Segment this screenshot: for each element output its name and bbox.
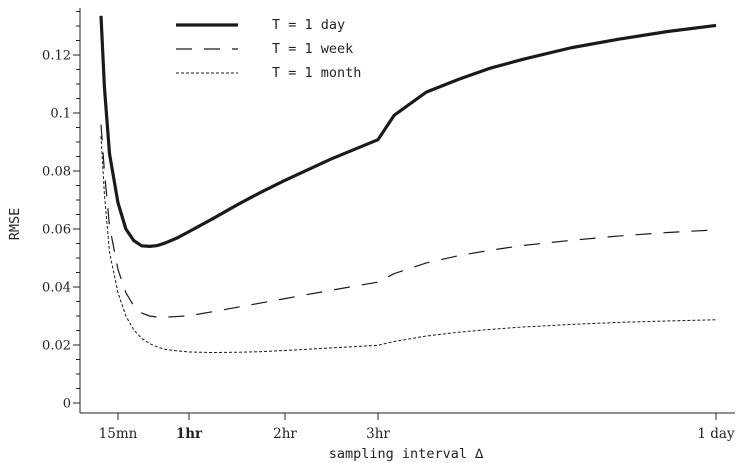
series-layer [99, 15, 717, 354]
y-tick-label: 0.02 [42, 339, 71, 354]
y-tick-label: 0.1 [50, 107, 71, 122]
x-tick-label: 3hr [366, 426, 390, 442]
x-axis-label: sampling interval ∆ [329, 446, 484, 462]
series-line-3 [100, 136, 717, 354]
series-line-1 [99, 15, 717, 248]
x-tick-label: 1 day [697, 426, 735, 442]
legend-label-1: T = 1 day [272, 17, 345, 33]
x-tick-label: 1hr [176, 426, 203, 442]
legend-item-3: T = 1 month [176, 65, 361, 81]
y-axis: 0 0.02 0.04 0.06 0.08 0.1 0.12 [42, 8, 81, 413]
y-axis-label: RMSE [7, 208, 23, 241]
x-tick-label: 15mn [99, 426, 138, 442]
y-ticks: 0 0.02 0.04 0.06 0.08 0.1 0.12 [42, 49, 80, 412]
legend-label-2: T = 1 week [272, 41, 353, 57]
y-tick-label: 0.06 [42, 223, 71, 238]
legend: T = 1 day T = 1 week T = 1 month [176, 17, 361, 81]
legend-item-2: T = 1 week [176, 41, 353, 57]
x-tick-label: 2hr [273, 426, 297, 442]
y-tick-label: 0.04 [42, 281, 71, 296]
y-tick-label: 0.08 [42, 165, 71, 180]
y-tick-label: 0 [63, 397, 71, 412]
y-minor-ticks [76, 11, 80, 389]
x-ticks: 15mn 1hr 2hr 3hr 1 day [99, 413, 735, 442]
y-tick-label: 0.12 [42, 49, 71, 64]
x-axis: 15mn 1hr 2hr 3hr 1 day [80, 412, 735, 442]
series-line-2 [100, 124, 717, 318]
legend-item-1: T = 1 day [176, 17, 345, 33]
legend-label-3: T = 1 month [272, 65, 361, 81]
